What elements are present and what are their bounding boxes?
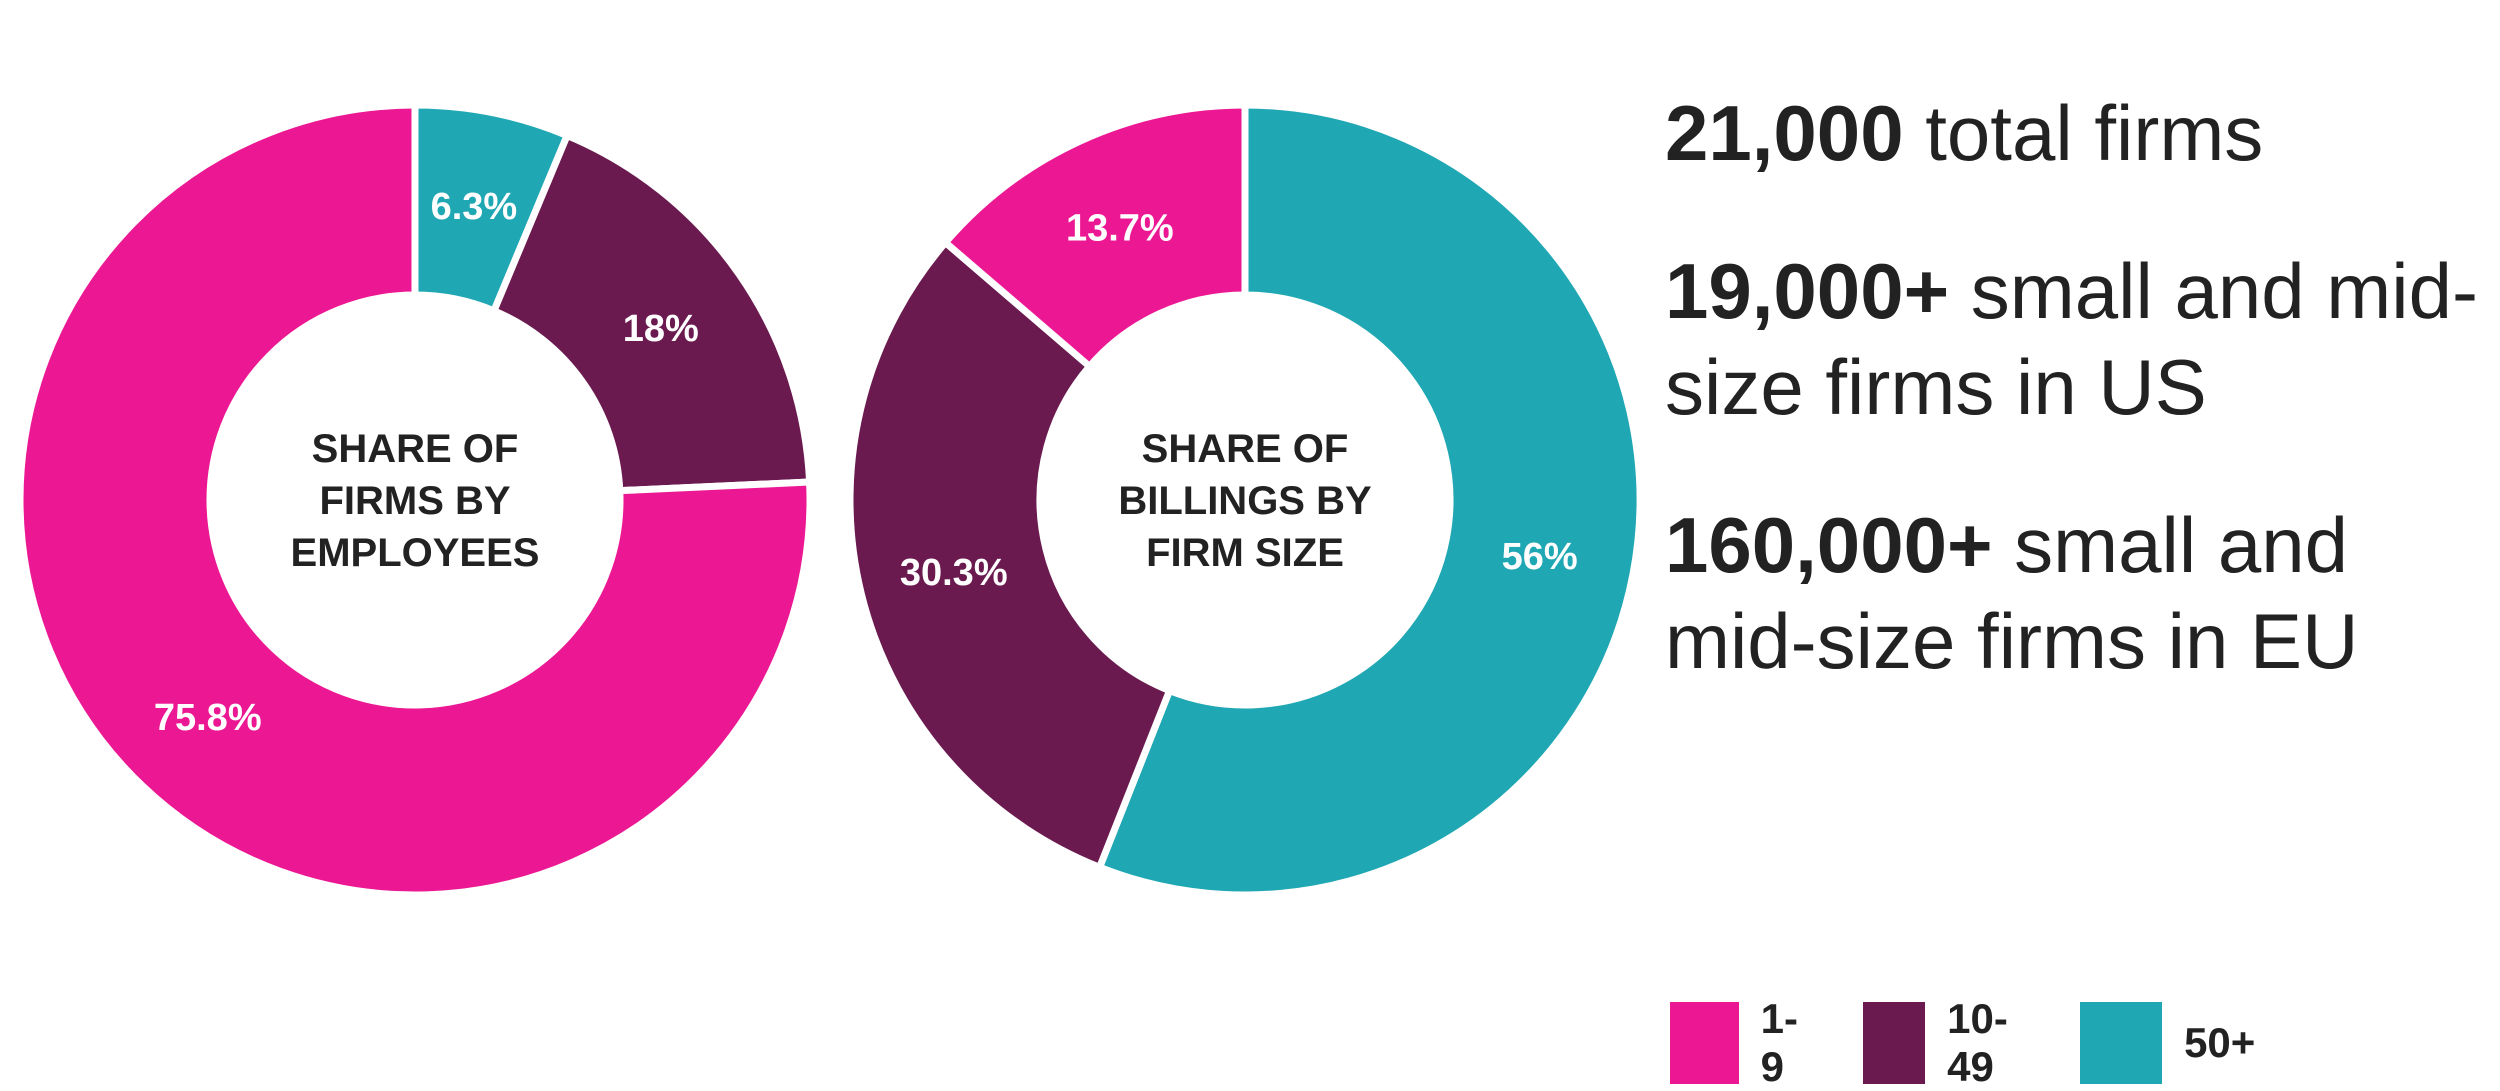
billings-label-10-49: 30.3%: [900, 552, 1008, 594]
legend-swatch-50-plus: [2080, 1002, 2163, 1084]
employees-label-50-plus: 6.3%: [431, 186, 518, 228]
billings-label-50-plus: 56%: [1502, 536, 1578, 578]
stat-total-firms-text: total firms: [1903, 89, 2264, 177]
stat-eu-firms-value: 160,000+: [1665, 501, 1993, 589]
legend: 1-9 10-49 50+: [1670, 995, 2307, 1091]
legend-label-10-49: 10-49: [1947, 995, 2008, 1090]
employees-title-line: EMPLOYEES: [291, 531, 540, 575]
stat-total-firms: 21,000 total firms: [1665, 85, 2495, 181]
stat-us-firms: 19,000+ small and mid-size firms in US: [1665, 243, 2495, 435]
legend-swatch-1-9: [1670, 1002, 1739, 1084]
billings-title-line: SHARE OF: [1142, 427, 1349, 471]
employees-title-line: FIRMS BY: [319, 479, 510, 523]
billings-label-1-9: 13.7%: [1066, 207, 1174, 249]
stat-total-firms-value: 21,000: [1665, 89, 1904, 177]
legend-item-50-plus: 50+: [2080, 1002, 2255, 1084]
legend-label-1-9: 1-9: [1760, 995, 1798, 1090]
legend-item-10-49: 10-49: [1863, 995, 2028, 1091]
billings-slice-10-49: [846, 237, 1175, 872]
stat-us-firms-value: 19,000+: [1665, 247, 1950, 335]
stat-eu-firms-text: small and mid-size firms in EU: [1665, 501, 2359, 685]
stats-panel: 21,000 total firms 19,000+ small and mid…: [1665, 85, 2495, 751]
billings-donut-chart: 56% 30.3% 13.7% SHARE OF BILLINGS BY FIRM SIZ…: [846, 101, 1644, 899]
legend-item-1-9: 1-9: [1670, 995, 1811, 1091]
employees-label-1-9: 75.8%: [154, 697, 262, 739]
legend-label-50-plus: 50+: [2184, 1019, 2256, 1066]
employees-title-line: SHARE OF: [312, 427, 519, 471]
employees-slice-1-9: [16, 101, 814, 899]
employees-label-10-49: 18%: [623, 308, 699, 350]
employees-donut-chart: 6.3% 18% 75.8% SHARE OF FIRMS BY EMPLOYEES: [16, 101, 814, 899]
employees-slice-10-49: [489, 130, 814, 495]
billings-slice-50-plus: [1095, 101, 1644, 899]
billings-title-line: BILLINGS BY: [1118, 479, 1372, 523]
billings-slice-1-9: [940, 101, 1249, 372]
stat-us-firms-text: small and mid-size firms in US: [1665, 247, 2478, 431]
legend-swatch-10-49: [1863, 1002, 1926, 1084]
stat-eu-firms: 160,000+ small and mid-size firms in EU: [1665, 497, 2495, 689]
billings-title-line: FIRM SIZE: [1146, 531, 1344, 575]
